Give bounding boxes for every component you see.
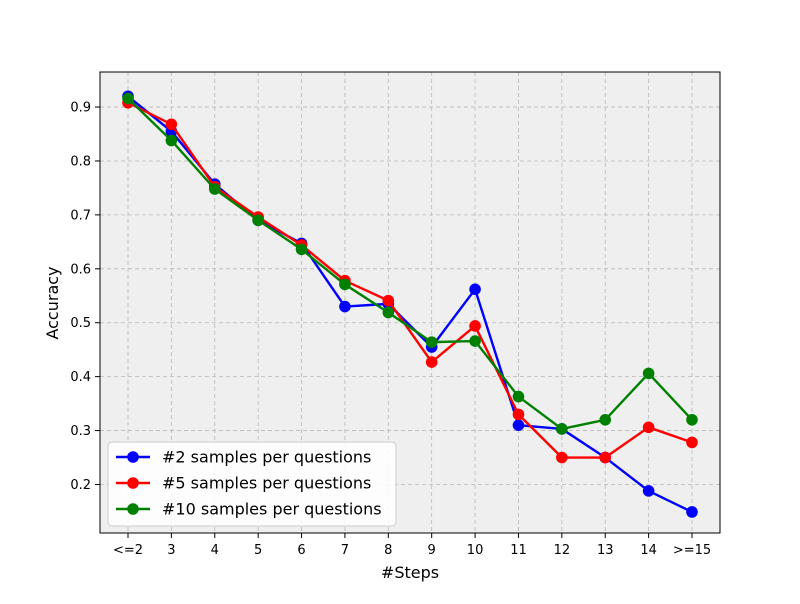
x-tick-label: 12 xyxy=(554,543,571,558)
y-ticks: 0.2 0.3 0.4 0.5 0.6 0.7 0.8 0.9 xyxy=(70,101,100,493)
data-point xyxy=(642,421,655,434)
data-point xyxy=(642,367,655,380)
x-tick-label: 5 xyxy=(254,543,262,558)
data-point xyxy=(382,306,395,319)
x-tick-label: 3 xyxy=(167,543,175,558)
data-point xyxy=(425,356,438,368)
series-line xyxy=(127,95,693,514)
data-point xyxy=(469,335,481,347)
x-tick-label: 10 xyxy=(467,543,484,558)
y-tick-label: 0.4 xyxy=(70,370,91,385)
series-line xyxy=(127,97,693,431)
legend-label: #10 samples per questions xyxy=(162,500,382,519)
data-point xyxy=(339,278,351,291)
data-point xyxy=(208,183,221,195)
data-point xyxy=(686,506,698,518)
data-point xyxy=(512,408,525,421)
data-point xyxy=(425,336,438,348)
legend-marker xyxy=(127,477,139,489)
data-point xyxy=(512,419,525,431)
data-point xyxy=(686,413,698,426)
legend-box xyxy=(107,441,397,527)
y-axis-label: Accuracy xyxy=(43,266,62,339)
legend-item: #2 samples per questions xyxy=(116,448,371,467)
y-tick-label: 0.3 xyxy=(70,424,91,439)
data-point xyxy=(165,134,178,147)
axes-frame xyxy=(99,71,721,534)
data-point xyxy=(469,283,481,296)
data-point xyxy=(382,294,395,307)
y-tick-label: 0.6 xyxy=(70,262,91,277)
x-tick-label: 11 xyxy=(510,543,527,558)
data-point xyxy=(339,300,351,313)
data-point xyxy=(642,485,655,497)
x-axis-label: #Steps xyxy=(381,563,439,582)
data-point xyxy=(556,451,568,464)
series-3 xyxy=(122,92,698,435)
grid-lines xyxy=(100,72,720,533)
x-ticks: <=2 3 4 5 6 7 8 9 10 11 12 13 14 >=15 xyxy=(113,533,711,558)
legend-label: #2 samples per questions xyxy=(162,448,371,467)
y-tick-label: 0.7 xyxy=(70,208,91,223)
data-point xyxy=(295,243,308,256)
x-tick-label: 8 xyxy=(384,543,392,558)
x-tick-label: 9 xyxy=(428,543,436,558)
x-tick-label: 4 xyxy=(211,543,219,558)
y-tick-label: 0.8 xyxy=(70,154,91,169)
legend-marker xyxy=(127,503,139,515)
data-point xyxy=(512,390,525,403)
data-point xyxy=(252,214,264,227)
y-tick-label: 0.2 xyxy=(70,478,91,493)
data-point xyxy=(469,320,481,332)
x-tick-label: <=2 xyxy=(113,543,143,558)
data-point xyxy=(599,413,612,426)
data-point xyxy=(556,423,568,435)
legend-label: #5 samples per questions xyxy=(162,474,371,493)
x-tick-label: 6 xyxy=(297,543,305,558)
y-tick-label: 0.5 xyxy=(70,316,91,331)
legend-item: #5 samples per questions xyxy=(116,474,371,493)
x-tick-label: >=15 xyxy=(673,543,711,558)
data-point xyxy=(599,451,612,464)
data-point xyxy=(122,92,134,105)
legend-marker xyxy=(127,451,139,463)
data-point xyxy=(686,436,698,449)
series-2 xyxy=(122,96,698,464)
x-tick-label: 13 xyxy=(597,543,614,558)
y-tick-label: 0.9 xyxy=(70,101,91,116)
legend-item: #10 samples per questions xyxy=(116,500,382,519)
legend: #2 samples per questions #5 samples per q… xyxy=(107,441,397,527)
series-line xyxy=(127,101,693,459)
x-tick-label: 7 xyxy=(341,543,349,558)
x-tick-label: 14 xyxy=(640,543,657,558)
data-point xyxy=(165,118,178,131)
